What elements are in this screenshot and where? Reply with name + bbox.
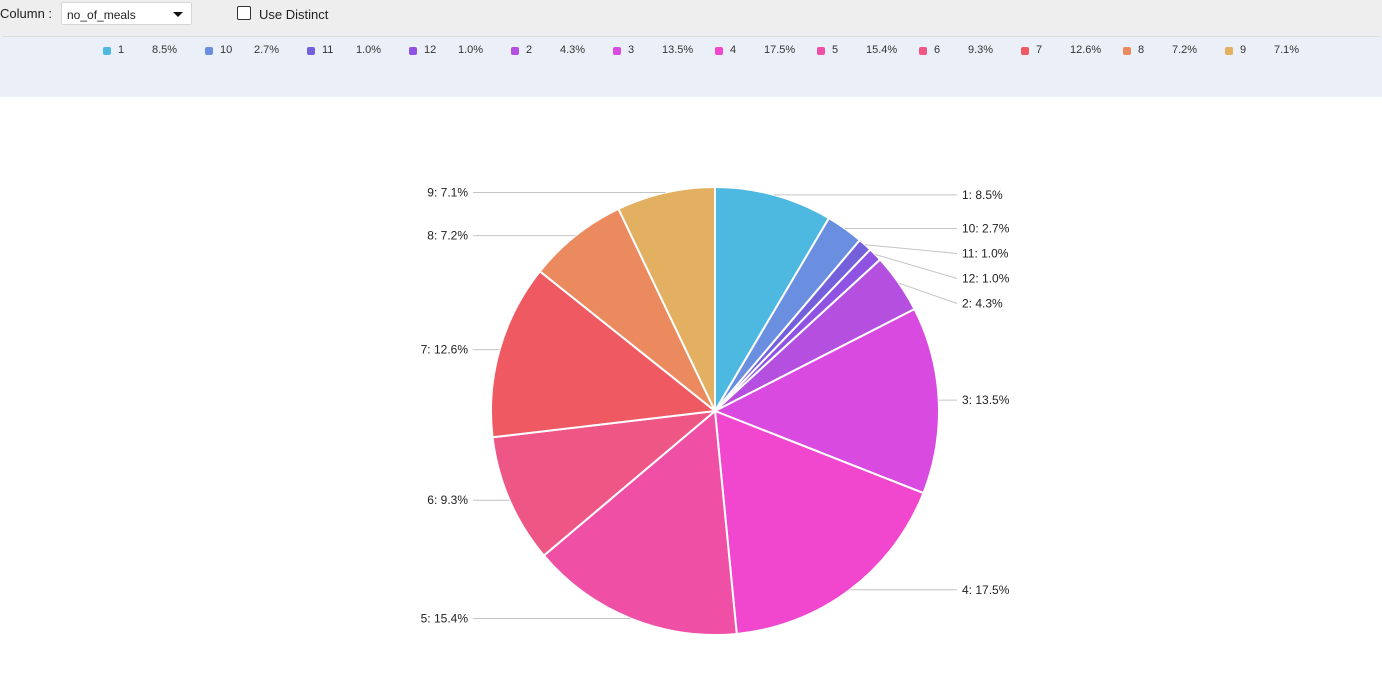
pie-slice[interactable] xyxy=(490,269,718,439)
slice-label: 12: 1.0% xyxy=(962,271,1010,285)
legend-swatch xyxy=(409,47,417,55)
legend-percent: 2.7% xyxy=(254,44,280,56)
slice-label: 11: 1.0% xyxy=(962,246,1009,260)
legend-swatch xyxy=(205,47,213,55)
legend-label: 4 xyxy=(730,44,737,56)
slice-label: 7: 12.6% xyxy=(421,343,469,357)
toolbar: Column : no_of_meals Use Distinct xyxy=(0,0,1382,36)
legend-percent: 17.5% xyxy=(764,44,796,56)
slice-label: 10: 2.7% xyxy=(962,221,1010,235)
legend-label: 8 xyxy=(1138,44,1145,56)
legend-swatch xyxy=(613,47,621,55)
legend-label: 6 xyxy=(934,44,941,56)
legend-percent: 15.4% xyxy=(866,44,898,56)
column-label: Column : xyxy=(0,6,53,21)
chevron-down-icon xyxy=(173,12,183,17)
legend-percent: 1.0% xyxy=(458,44,484,56)
legend-percent: 7.2% xyxy=(1172,44,1198,56)
legend-percent: 1.0% xyxy=(356,44,382,56)
legend-percent: 12.6% xyxy=(1070,44,1102,56)
slice-label: 1: 8.5% xyxy=(962,188,1003,202)
column-select-value: no_of_meals xyxy=(67,8,136,22)
legend-swatch xyxy=(715,47,723,55)
legend-percent: 7.1% xyxy=(1274,44,1300,56)
slice-label: 5: 15.4% xyxy=(421,612,469,626)
slice-label: 8: 7.2% xyxy=(427,229,468,243)
legend-swatch xyxy=(1225,47,1233,55)
legend-swatch xyxy=(103,47,111,55)
legend-label: 11 xyxy=(322,44,334,56)
pie-slice[interactable] xyxy=(617,185,716,412)
legend-label: 2 xyxy=(526,44,533,56)
label-leader-line xyxy=(865,244,958,254)
legend-label: 1 xyxy=(118,44,125,56)
legend-percent: 13.5% xyxy=(662,44,694,56)
legend-swatch xyxy=(307,47,315,55)
label-leader-line xyxy=(898,282,958,304)
label-leader-line xyxy=(875,254,958,279)
legend-label: 9 xyxy=(1240,44,1247,56)
legend-label: 12 xyxy=(424,44,437,56)
legend-swatch xyxy=(817,47,825,55)
legend-swatch xyxy=(919,47,927,55)
pie-slice[interactable] xyxy=(538,207,716,412)
slice-label: 9: 7.1% xyxy=(427,186,468,200)
legend-percent: 8.5% xyxy=(152,44,178,56)
legend-label: 10 xyxy=(220,44,233,56)
slice-label: 6: 9.3% xyxy=(427,493,468,507)
legend-label: 5 xyxy=(832,44,839,56)
pie-slice[interactable] xyxy=(714,185,831,415)
column-select[interactable]: no_of_meals xyxy=(61,2,192,25)
legend-percent: 9.3% xyxy=(968,44,994,56)
legend-swatch xyxy=(1123,47,1131,55)
legend-label: 7 xyxy=(1036,44,1043,56)
legend-label: 3 xyxy=(628,44,635,56)
slice-label: 2: 4.3% xyxy=(962,296,1003,310)
legend-percent: 4.3% xyxy=(560,44,586,56)
slice-label: 4: 17.5% xyxy=(962,583,1010,597)
pie-slice[interactable] xyxy=(491,409,719,557)
legend-swatch xyxy=(1021,47,1029,55)
use-distinct-label[interactable]: Use Distinct xyxy=(259,7,329,22)
legend-swatch xyxy=(511,47,519,55)
use-distinct-checkbox[interactable] xyxy=(237,6,251,20)
slice-label: 3: 13.5% xyxy=(962,393,1010,407)
legend: 1 8.5% 10 2.7% 11 1.0% 12 1.0% 2 4.3% 3 13.5% 4 17.5%… xyxy=(0,37,1382,97)
